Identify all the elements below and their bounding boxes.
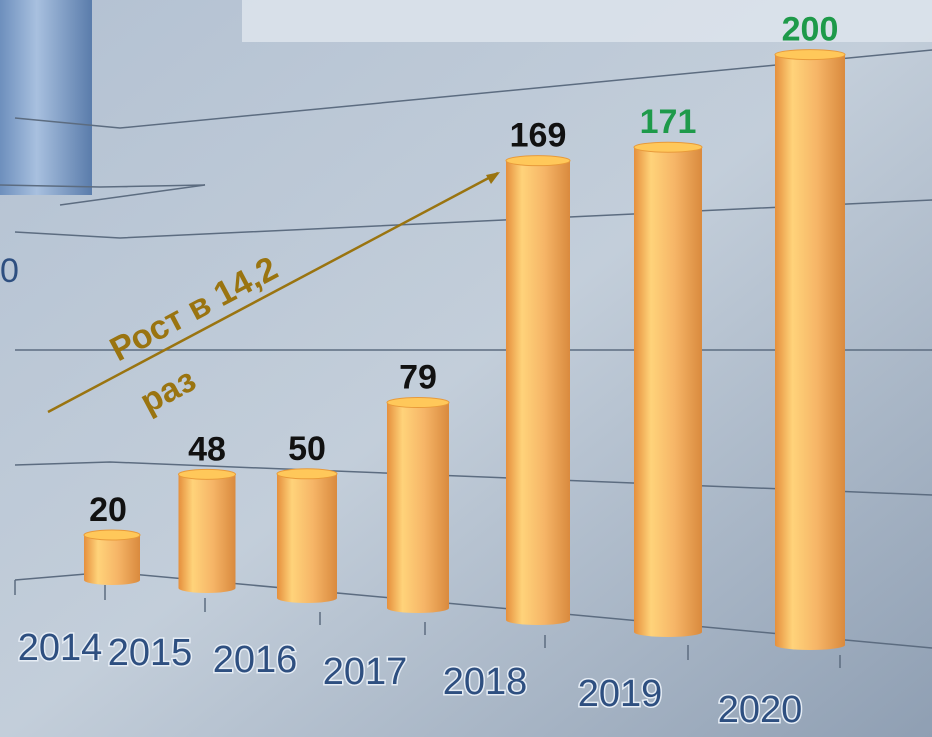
bar-top [277,469,337,479]
value-label: 171 [640,103,697,141]
fragment-tick-label: 0 [0,252,19,290]
bar-top [387,398,449,408]
value-label: 50 [288,430,326,468]
value-label: 79 [399,359,437,397]
value-label: 169 [510,117,567,155]
value-label: 20 [89,491,127,529]
bar [506,161,570,625]
x-tick-label: 2017 [323,651,408,693]
value-label: 200 [782,11,839,49]
chart: 0 Рост в 14,2 раз 2020144820155020167920… [0,0,932,737]
bar [277,474,337,603]
value-label: 48 [188,430,226,468]
x-tick-label: 2018 [443,661,528,703]
bar [775,55,845,650]
x-tick-label: 2015 [108,632,193,674]
fragment-bar [0,0,92,195]
bar-top [84,530,140,540]
bar-top [634,142,702,152]
x-tick-label: 2016 [213,639,298,681]
x-tick-label: 2020 [718,689,803,731]
x-tick-label: 2014 [18,627,103,669]
bar-top [506,156,570,166]
bar-top [775,50,845,60]
bar [179,474,236,593]
bar [84,535,140,585]
bar [387,403,449,613]
bar [634,147,702,637]
bar-top [179,469,236,479]
x-tick-label: 2019 [578,673,663,715]
